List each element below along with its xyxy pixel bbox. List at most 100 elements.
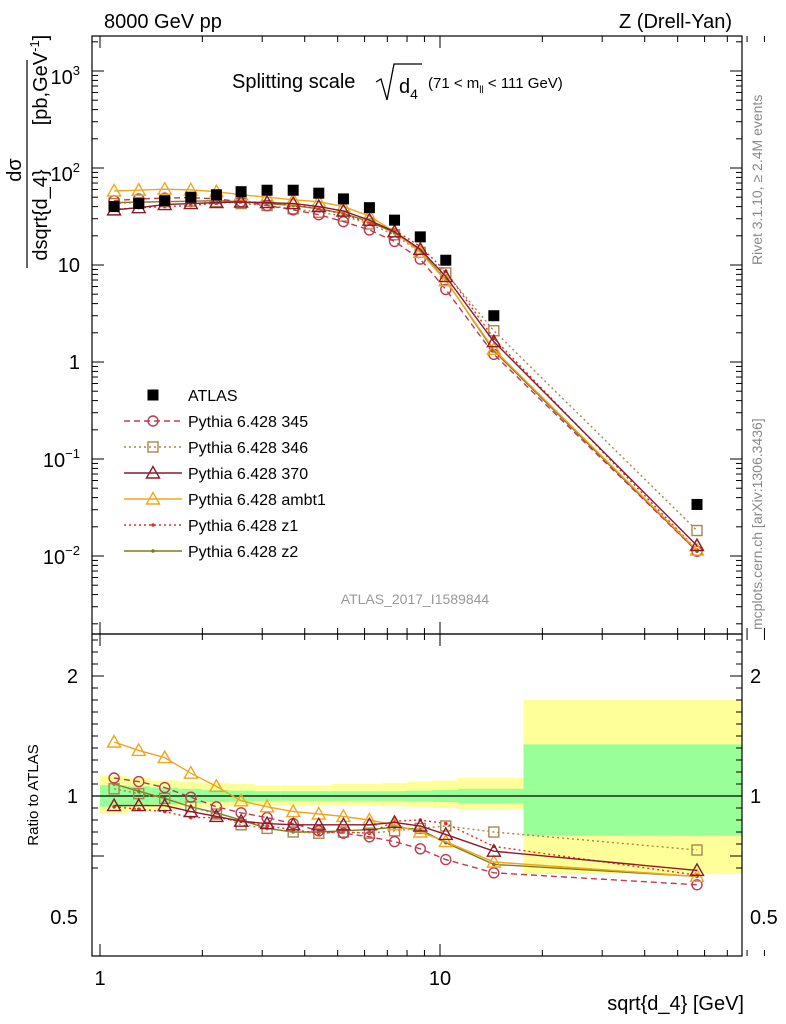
legend-item-pythia-6-428-z2: Pythia 6.428 z2	[124, 544, 298, 561]
ratio-point-pythia-6-428-ambt1	[183, 765, 199, 779]
data-point-pythia-6-428-370	[386, 223, 403, 238]
sqrt-sign	[375, 63, 422, 101]
legend-label-pythia-6-428-z2: Pythia 6.428 z2	[188, 544, 298, 561]
ratio-point-pythia-6-428-345	[313, 825, 325, 837]
title-mass-cut: (71 < mll < 111 GeV)	[428, 75, 563, 96]
legend-item-atlas: ATLAS	[147, 388, 238, 405]
legend-item-pythia-6-428-ambt1: Pythia 6.428 ambt1	[124, 491, 326, 509]
data-point-atlas	[488, 310, 500, 322]
data-point-pythia-6-428-z1	[341, 212, 346, 216]
data-point-atlas	[210, 189, 222, 201]
data-point-pythia-6-428-345	[363, 224, 376, 236]
data-point-pythia-6-428-ambt1	[131, 182, 147, 196]
ratio-point-pythia-6-428-z1	[265, 824, 269, 828]
data-point-pythia-6-428-370	[412, 241, 428, 256]
ratio-point-pythia-6-428-ambt1	[335, 808, 352, 823]
ratio-point-pythia-6-428-370	[486, 843, 502, 857]
ratio-point-pythia-6-428-370	[438, 826, 454, 841]
ratio-line-pythia-6-428-346	[113, 788, 698, 851]
ratio-point-pythia-6-428-ambt1	[259, 798, 275, 813]
mcplots-text: mcplots.cern.ch [arXiv:1306.3436]	[749, 418, 765, 630]
ratio-line-pythia-6-428-370	[114, 804, 698, 872]
data-point-pythia-6-428-ambt1	[689, 542, 705, 556]
ratio-point-pythia-6-428-ambt1	[486, 854, 502, 868]
ratio-point-pythia-6-428-370	[311, 816, 327, 831]
y-tick-1: 1	[69, 352, 80, 374]
ratio-point-pythia-6-428-370	[183, 803, 199, 818]
ratio-line-pythia-6-428-ambt1	[113, 741, 698, 878]
data-point-pythia-6-428-370	[311, 198, 327, 213]
legend-marker-pythia-6-428-345	[147, 415, 159, 427]
data-point-pythia-6-428-370	[208, 194, 225, 209]
y-label-denominator: dsqrt{d_4}	[30, 169, 52, 261]
y-tick-10: 10	[58, 255, 80, 277]
data-point-pythia-6-428-ambt1	[486, 341, 502, 356]
legend-label-pythia-6-428-346: Pythia 6.428 346	[188, 440, 308, 457]
data-point-pythia-6-428-370	[438, 268, 454, 283]
ratio-point-pythia-6-428-345	[261, 811, 273, 824]
legend-label-atlas: ATLAS	[188, 388, 238, 405]
ratio-point-pythia-6-428-ambt1	[131, 742, 147, 757]
data-point-pythia-6-428-345	[388, 235, 401, 248]
y-tick-labels: 103 102 10 1 10−1 10−2	[43, 63, 80, 569]
data-point-atlas	[389, 214, 401, 226]
y-label-unit: [pb,GeV-1]	[27, 35, 52, 126]
ratio-tick-0.5-left: 0.5	[50, 907, 78, 929]
series-line-pythia-6-428-z2	[114, 200, 698, 552]
data-point-pythia-6-428-370	[689, 537, 705, 552]
ratio-point-pythia-6-428-345	[185, 791, 197, 803]
series-line-pythia-6-428-370	[114, 201, 698, 547]
ratio-point-pythia-6-428-346	[691, 844, 703, 856]
legend-marker-pythia-6-428-346	[147, 441, 159, 453]
data-point-atlas	[159, 195, 171, 207]
ratio-point-pythia-6-428-370	[335, 816, 352, 831]
series-pythia-6-428-346	[108, 195, 703, 537]
legend-marker-pythia-6-428-ambt1	[145, 491, 161, 505]
data-point-pythia-6-428-ambt1	[412, 244, 428, 259]
ratio-point-pythia-6-428-z2	[136, 789, 141, 793]
ratio-plot-frame	[91, 633, 743, 957]
data-point-pythia-6-428-370	[335, 203, 352, 217]
ratio-tick-1-right: 1	[750, 786, 761, 808]
stat-uncertainty-band-15	[523, 744, 742, 836]
title-main: Splitting scale	[232, 71, 355, 93]
series-line-pythia-6-428-ambt1	[114, 188, 698, 551]
series-atlas	[108, 184, 703, 510]
legend-marker-pythia-6-428-z2	[151, 549, 155, 553]
legend-item-pythia-6-428-z1: Pythia 6.428 z1	[124, 518, 298, 535]
ratio-point-pythia-6-428-ambt1	[157, 749, 173, 764]
ratio-point-pythia-6-428-370	[361, 816, 378, 831]
ratio-point-pythia-6-428-345	[691, 879, 703, 891]
data-point-pythia-6-428-370	[183, 195, 199, 210]
data-point-pythia-6-428-346	[440, 267, 452, 279]
title-sqrt-arg: d4	[399, 76, 418, 102]
ratio-uncertainty-bands	[100, 700, 742, 874]
ratio-point-pythia-6-428-345	[108, 772, 120, 784]
y-tick-1000: 103	[51, 63, 80, 89]
main-plot-series	[106, 181, 705, 557]
data-point-atlas	[363, 202, 375, 214]
data-point-atlas	[133, 198, 145, 210]
legend-label-pythia-6-428-z1: Pythia 6.428 z1	[188, 518, 298, 535]
ratio-point-pythia-6-428-z1	[443, 821, 448, 826]
analysis-watermark: ATLAS_2017_I1589844	[341, 591, 490, 607]
ratio-point-pythia-6-428-370	[259, 815, 275, 830]
x-axis-label: sqrt{d_4} [GeV]	[607, 993, 744, 1015]
ratio-point-pythia-6-428-ambt1	[208, 778, 225, 793]
ratio-y-axis-label: Ratio to ATLAS	[25, 744, 42, 845]
y-label-numerator: dσ	[4, 158, 26, 182]
ratio-point-pythia-6-428-ambt1	[106, 734, 122, 748]
data-point-pythia-6-428-ambt1	[106, 183, 122, 197]
ratio-point-pythia-6-428-346	[440, 820, 452, 832]
ratio-point-pythia-6-428-ambt1	[438, 833, 454, 848]
ratio-point-pythia-6-428-370	[157, 797, 173, 812]
data-point-pythia-6-428-ambt1	[285, 191, 301, 206]
data-point-atlas	[235, 186, 247, 198]
ratio-point-pythia-6-428-ambt1	[285, 803, 301, 818]
y-tick-0.01: 10−2	[43, 543, 80, 569]
ratio-point-pythia-6-428-ambt1	[233, 792, 249, 807]
legend-label-pythia-6-428-370: Pythia 6.428 370	[188, 466, 308, 483]
ratio-point-pythia-6-428-345	[159, 781, 171, 794]
data-point-atlas	[261, 184, 273, 196]
